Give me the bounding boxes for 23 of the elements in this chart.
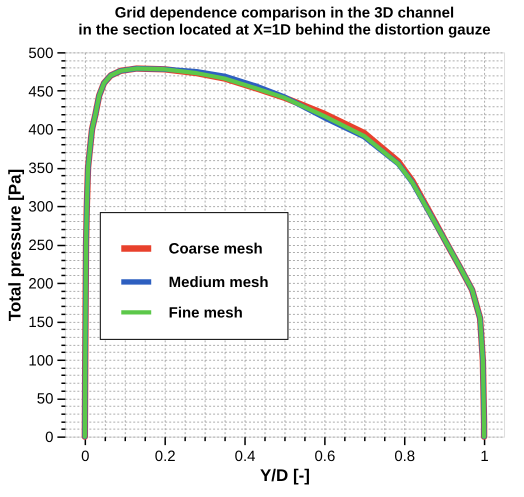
y-tick-label: 0	[45, 429, 54, 446]
y-tick-label: 350	[28, 160, 54, 178]
y-axis-title: Total pressure [Pa]	[5, 168, 24, 322]
y-tick-label: 100	[28, 352, 54, 370]
legend-label: Medium mesh	[168, 274, 268, 291]
y-tick-label: 50	[36, 390, 54, 408]
legend-label: Fine mesh	[168, 304, 243, 322]
y-tick-label: 250	[28, 236, 54, 254]
y-tick-label: 150	[28, 314, 54, 331]
x-axis-title: Y/D [-]	[260, 466, 310, 486]
x-tick-label: 0.6	[314, 448, 336, 466]
x-tick-label: 0.2	[154, 448, 176, 466]
y-tick-label: 300	[28, 198, 54, 216]
x-tick-label: 0	[81, 448, 90, 466]
chart-title: Grid dependence comparison in the 3D channel in the section located at X=1D behind the distortion gauze	[78, 4, 491, 38]
y-tick-label: 450	[28, 83, 54, 100]
y-tick-label: 500	[28, 44, 54, 62]
y-tick-label: 200	[28, 275, 54, 292]
legend-label: Coarse mesh	[168, 240, 263, 258]
y-tick-label: 400	[28, 122, 54, 139]
x-tick-label: 1	[480, 448, 489, 466]
x-tick-label: 0.8	[394, 448, 416, 466]
x-tick-label: 0.4	[234, 448, 256, 466]
